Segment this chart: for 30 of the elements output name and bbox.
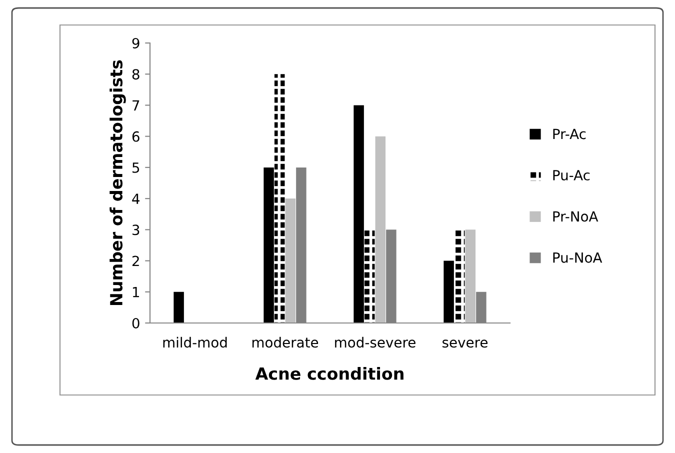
- y-tick-label: 2: [132, 256, 139, 266]
- bar: [375, 136, 386, 323]
- legend-label: Pu-Ac: [553, 170, 590, 180]
- y-tick-label: 1: [132, 287, 139, 298]
- x-tick-label: mild-mod: [163, 336, 227, 348]
- y-tick-label: 9: [132, 38, 140, 48]
- bar: [264, 167, 274, 323]
- x-axis-title: Acne ccondition: [255, 366, 404, 380]
- y-tick-label: 7: [132, 100, 140, 110]
- y-tick-label: 5: [132, 162, 140, 173]
- bar: [354, 105, 364, 323]
- legend-label: Pr-NoA: [553, 211, 598, 222]
- bar: [274, 74, 285, 323]
- bar: [364, 230, 375, 323]
- bar: [454, 230, 465, 323]
- bar: [174, 292, 184, 323]
- x-tick-label: moderate: [252, 336, 318, 348]
- y-tick-label: 0: [132, 318, 140, 328]
- bar: [285, 198, 296, 323]
- y-tick-label: 6: [132, 131, 140, 142]
- y-tick-label: 4: [132, 194, 140, 204]
- x-tick-label: mod-severe: [335, 336, 416, 348]
- bar: [444, 260, 454, 323]
- legend-label: Pr-Ac: [553, 128, 586, 140]
- bar: [465, 230, 476, 323]
- y-axis-title: Number of dermatologists: [110, 60, 126, 305]
- y-tick-label: 3: [132, 224, 140, 236]
- legend-label: Pu-NoA: [553, 252, 602, 263]
- x-tick-label: severe: [442, 340, 488, 348]
- y-tick-label: 8: [132, 69, 140, 80]
